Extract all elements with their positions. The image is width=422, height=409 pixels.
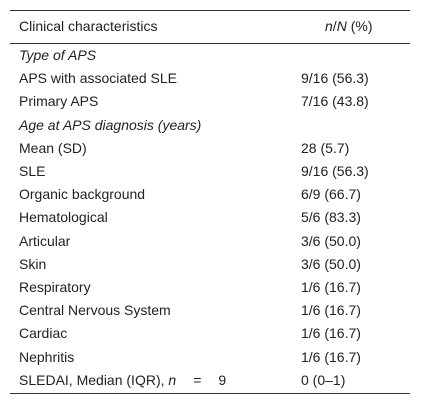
row-value: 1/6 (16.7): [301, 348, 361, 365]
row-value: 1/6 (16.7): [301, 325, 361, 342]
table-row: Hematological 5/6 (83.3): [10, 206, 410, 229]
table-row: Primary APS 7/16 (43.8): [10, 90, 410, 113]
table-body: Type of APS APS with associated SLE 9/16…: [10, 44, 410, 394]
row-label: Central Nervous System: [19, 302, 171, 319]
table-row: Cardiac 1/6 (16.7): [10, 322, 410, 345]
table-row: APS with associated SLE 9/16 (56.3): [10, 67, 410, 90]
row-value: 7/16 (43.8): [301, 93, 369, 110]
table-row: Organic background 6/9 (66.7): [10, 183, 410, 206]
sledai-n-value: 9: [218, 371, 227, 388]
section-value: [265, 114, 410, 137]
table-header: Clinical characteristics n/N (%): [10, 10, 410, 44]
row-value: 9/16 (56.3): [301, 163, 369, 180]
row-value: 1/6 (16.7): [301, 279, 361, 296]
row-value: 28 (5.7): [301, 139, 350, 156]
row-value: 6/9 (66.7): [301, 186, 361, 203]
row-label: APS with associated SLE: [19, 70, 177, 87]
header-pct: (%): [346, 18, 373, 35]
row-label: Organic background: [19, 186, 146, 203]
header-N-letter: N: [336, 18, 347, 35]
row-value: 9/16 (56.3): [301, 70, 369, 87]
header-characteristic: Clinical characteristics: [19, 18, 158, 35]
table-row: Articular 3/6 (50.0): [10, 230, 410, 253]
table-row: Mean (SD) 28 (5.7): [10, 137, 410, 160]
clinical-characteristics-table-container: Clinical characteristics n/N (%) Type of…: [10, 10, 410, 394]
header-row: Clinical characteristics n/N (%): [10, 10, 410, 44]
sledai-label: SLEDAI, Median (IQR), n = 9: [10, 369, 265, 394]
sledai-equals: =: [193, 371, 202, 388]
section-row: Type of APS: [10, 44, 410, 68]
header-n-letter: n: [325, 18, 333, 35]
sledai-label-prefix: SLEDAI, Median (IQR),: [19, 371, 169, 388]
row-label: Hematological: [19, 209, 108, 226]
table-row: Nephritis 1/6 (16.7): [10, 346, 410, 369]
table-row: Respiratory 1/6 (16.7): [10, 276, 410, 299]
sledai-n-letter: n: [168, 371, 177, 388]
row-value: 3/6 (50.0): [301, 255, 361, 272]
row-label: Respiratory: [19, 279, 91, 296]
header-slash: /: [332, 18, 337, 35]
row-label: Cardiac: [19, 325, 68, 342]
row-label: SLE: [19, 163, 46, 180]
table-row: SLE 9/16 (56.3): [10, 160, 410, 183]
row-label: Primary APS: [19, 93, 99, 110]
row-label: Nephritis: [19, 348, 75, 365]
section-label: Type of APS: [19, 47, 97, 63]
row-label: Articular: [19, 232, 71, 249]
clinical-characteristics-table: Clinical characteristics n/N (%) Type of…: [10, 10, 410, 394]
row-value: 1/6 (16.7): [301, 302, 361, 319]
table-row: Skin 3/6 (50.0): [10, 253, 410, 276]
sledai-value: 0 (0–1): [301, 371, 346, 388]
row-value: 3/6 (50.0): [301, 232, 361, 249]
row-label: Mean (SD): [19, 139, 87, 156]
row-label: Skin: [19, 255, 47, 272]
section-row: Age at APS diagnosis (years): [10, 114, 410, 137]
row-value: 5/6 (83.3): [301, 209, 361, 226]
section-label: Age at APS diagnosis (years): [19, 116, 202, 133]
table-row: Central Nervous System 1/6 (16.7): [10, 299, 410, 322]
sledai-row: SLEDAI, Median (IQR), n = 9 0 (0–1): [10, 369, 410, 394]
header-n-percent: n/N (%): [265, 11, 410, 44]
section-value: [265, 44, 410, 68]
